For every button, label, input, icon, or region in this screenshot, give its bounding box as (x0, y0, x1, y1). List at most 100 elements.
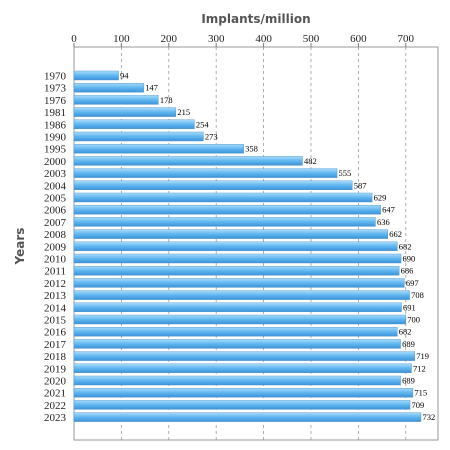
bar (73, 253, 402, 264)
data-label: 587 (354, 180, 367, 190)
x-tick-label: 0 (71, 33, 77, 45)
data-label: 647 (382, 205, 395, 215)
y-tick-label: 2021 (44, 388, 66, 400)
bar (73, 327, 398, 337)
y-tick-label: 2007 (44, 217, 67, 229)
bar (73, 107, 177, 117)
x-tick-label: 600 (350, 33, 367, 45)
bar (73, 388, 414, 398)
bar (73, 351, 415, 361)
data-label: 662 (389, 229, 402, 239)
bar (73, 168, 338, 178)
bar (73, 412, 422, 422)
data-label: 254 (196, 119, 210, 129)
data-label: 691 (403, 302, 416, 312)
data-label: 689 (402, 376, 415, 386)
y-tick-label: 2006 (44, 205, 67, 217)
bar (73, 400, 411, 410)
y-tick-label: 2012 (44, 278, 66, 290)
bar (73, 82, 144, 93)
y-tick-label: 2003 (44, 168, 67, 180)
y-tick-label: 1990 (44, 132, 67, 144)
bar (73, 143, 244, 154)
data-label: 719 (416, 351, 429, 361)
x-tick-label: 200 (161, 33, 178, 45)
bar (73, 241, 398, 252)
x-tick-label: 500 (303, 33, 320, 45)
x-tick-label: 400 (255, 33, 272, 45)
bar (73, 278, 405, 288)
y-tick-label: 2013 (44, 290, 67, 302)
bar (73, 314, 406, 325)
data-label: 700 (407, 315, 420, 325)
bar (73, 217, 376, 227)
y-tick-label: 2011 (44, 266, 66, 278)
x-tick-label: 700 (398, 33, 415, 45)
y-axis-labels: 1970197319761981198619901995200020032004… (44, 71, 67, 425)
data-label: 94 (120, 71, 129, 81)
data-label: 709 (412, 400, 425, 410)
x-tick-label: 100 (113, 33, 130, 45)
data-label: 686 (401, 266, 414, 276)
data-label: 712 (413, 363, 426, 373)
y-tick-label: 2016 (44, 327, 67, 339)
y-tick-label: 2018 (44, 351, 67, 363)
y-tick-label: 2004 (44, 180, 67, 192)
bar (73, 375, 401, 386)
data-label: 629 (374, 193, 387, 203)
data-label: 690 (403, 254, 416, 264)
bars (73, 70, 422, 422)
y-tick-label: 1995 (44, 144, 67, 156)
data-label: 682 (399, 327, 412, 337)
y-axis-title: Years (13, 228, 27, 266)
data-label: 147 (145, 83, 158, 93)
y-tick-label: 2014 (44, 302, 67, 314)
y-tick-label: 2005 (44, 193, 67, 205)
data-label: 682 (399, 241, 412, 251)
data-label: 482 (304, 156, 317, 166)
bar (73, 131, 204, 142)
y-tick-label: 2015 (44, 315, 67, 327)
y-tick-label: 1973 (44, 83, 67, 95)
data-label: 697 (406, 278, 419, 288)
data-label: 178 (160, 95, 173, 105)
y-tick-label: 2010 (44, 254, 67, 266)
bar (73, 266, 400, 276)
y-tick-label: 1981 (44, 107, 66, 119)
bar (73, 95, 159, 105)
bar (73, 192, 373, 203)
x-tick-label: 300 (208, 33, 225, 45)
bar (73, 290, 410, 300)
data-label: 689 (402, 339, 415, 349)
y-tick-label: 2017 (44, 339, 67, 351)
bar (73, 204, 381, 215)
y-tick-label: 1970 (44, 71, 67, 83)
bar (73, 363, 412, 373)
y-tick-label: 2000 (44, 156, 67, 168)
data-label: 215 (177, 107, 190, 117)
x-axis-ticks: 0 100 200 300 400 500 600 700 (71, 33, 415, 47)
x-axis-title: Implants/million (201, 12, 310, 26)
data-label: 732 (422, 412, 435, 422)
data-label: 636 (377, 217, 390, 227)
data-label: 555 (339, 168, 352, 178)
y-tick-label: 2022 (44, 400, 66, 412)
y-tick-label: 2009 (44, 241, 67, 253)
bar (73, 180, 353, 191)
y-tick-label: 2023 (44, 412, 67, 424)
bar (73, 156, 303, 166)
y-tick-label: 2020 (44, 376, 67, 388)
bar (73, 70, 119, 81)
bar (73, 339, 401, 349)
bar (73, 229, 388, 239)
bar (73, 302, 402, 312)
y-tick-label: 2019 (44, 363, 67, 375)
bar (73, 119, 195, 130)
y-tick-label: 2008 (44, 229, 67, 241)
data-label: 273 (205, 132, 218, 142)
y-tick-label: 1986 (44, 119, 67, 131)
y-tick-label: 1976 (44, 95, 67, 107)
data-label: 708 (411, 290, 424, 300)
